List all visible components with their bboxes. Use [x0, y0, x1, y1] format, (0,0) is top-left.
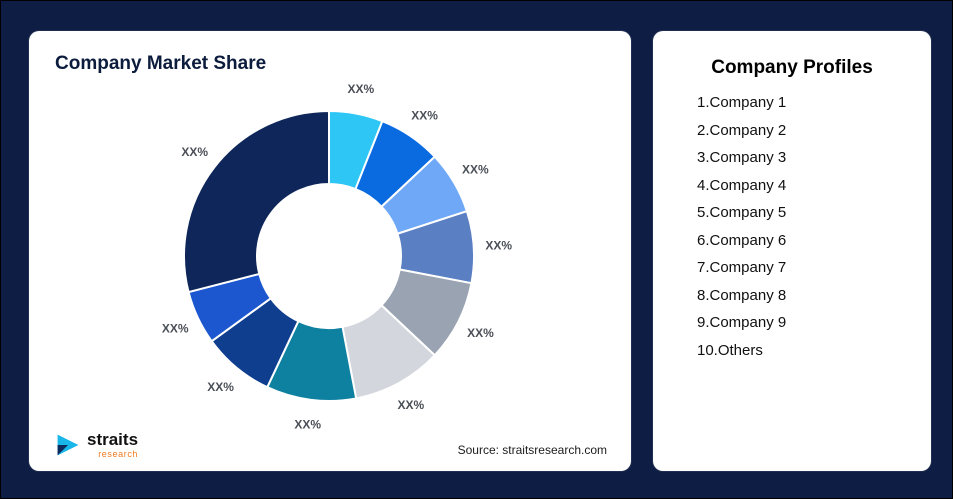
slice-label: XX%	[398, 398, 425, 412]
profile-item: 5.Company 5	[697, 204, 787, 221]
profile-item: 1.Company 1	[697, 94, 787, 111]
straits-research-logo: straits research	[55, 431, 138, 459]
straits-arrow-icon	[57, 434, 79, 456]
profile-item: 3.Company 3	[697, 149, 787, 166]
profiles-title: Company Profiles	[711, 57, 873, 78]
slice-label: XX%	[485, 238, 512, 252]
slice-label: XX%	[207, 380, 234, 394]
profile-item: 2.Company 2	[697, 121, 787, 139]
slice-label: XX%	[411, 108, 438, 122]
profile-item: 4.Company 4	[697, 176, 787, 194]
logo-subtext: research	[98, 449, 139, 459]
slice-label: XX%	[294, 418, 321, 432]
slice-label: XX%	[348, 82, 375, 96]
profile-item: 10.Others	[697, 341, 763, 359]
profile-item: 7.Company 7	[697, 259, 787, 276]
profile-item: 6.Company 6	[697, 231, 787, 249]
market-share-donut-chart: XX% XX% XX% XX% XX% XX% XX% XX% XX% XX%	[162, 82, 513, 432]
donut-segment	[183, 110, 330, 294]
slice-label: XX%	[462, 163, 489, 177]
logo-wordmark: straits	[87, 430, 139, 449]
profiles-list: 1.Company 1 2.Company 2 3.Company 3 4.Co…	[653, 89, 931, 364]
slice-label: XX%	[162, 321, 189, 335]
market-share-card: Company Market Share XX% XX% XX% XX% XX% XX% X…	[29, 31, 631, 471]
source-attribution: Source: straitsresearch.com	[457, 443, 607, 457]
company-profiles-card: Company Profiles 1.Company 1 2.Company 2…	[653, 31, 931, 471]
slice-label: XX%	[467, 326, 494, 340]
profile-item: 9.Company 9	[697, 314, 787, 331]
chart-title: Company Market Share	[55, 53, 267, 74]
logo-text: straits research	[87, 431, 138, 459]
profile-item: 8.Company 8	[697, 286, 787, 304]
slice-label: XX%	[181, 145, 208, 159]
